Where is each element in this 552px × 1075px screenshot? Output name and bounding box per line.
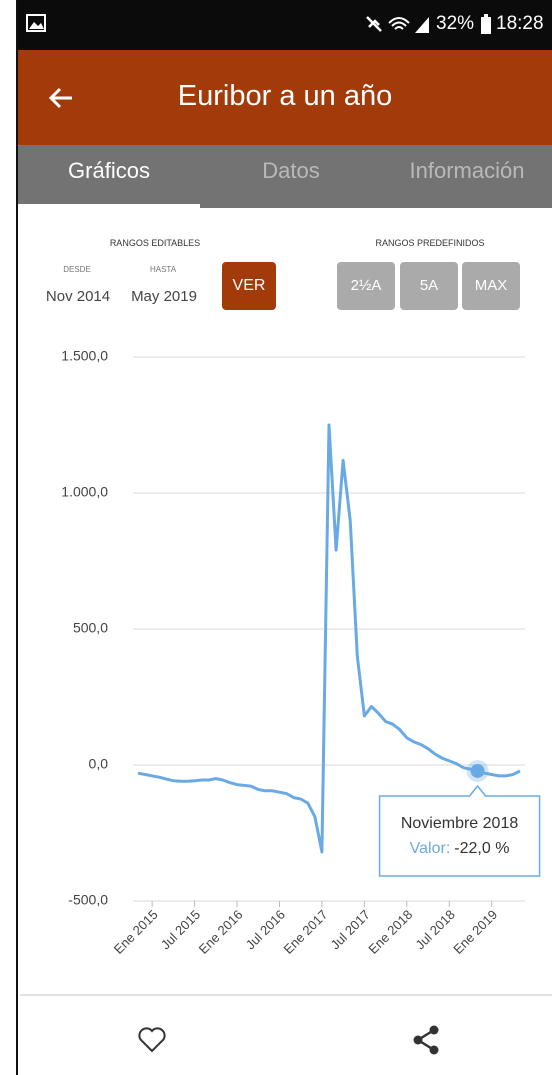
tab[interactable]: Gráficos: [68, 158, 150, 183]
y-tick-label: 1.000,0: [61, 484, 108, 500]
tooltip-value: Valor: -22,0 %: [410, 840, 510, 857]
screen-edge: [0, 0, 18, 1075]
x-tick-label: Ene 2015: [111, 907, 161, 957]
tab-bar: Gráficos Datos Información: [18, 145, 552, 208]
tooltip-value-text: -22,0 %: [454, 840, 509, 857]
favorite-button[interactable]: [137, 1026, 167, 1054]
status-bar: 32% 18:28: [18, 0, 552, 50]
battery-icon: [481, 14, 491, 34]
app-title: Euribor a un año: [177, 80, 393, 112]
tab[interactable]: Datos: [262, 158, 320, 183]
view-button[interactable]: VER: [222, 262, 276, 310]
battery-level: 32%: [436, 13, 475, 34]
y-tick-label: 500,0: [73, 620, 108, 636]
highlight-point: [470, 763, 485, 778]
x-tick-label: Ene 2018: [365, 907, 415, 957]
gallery-icon: [26, 14, 46, 32]
range-button[interactable]: 5A: [400, 262, 458, 310]
divider: [20, 994, 552, 996]
share-button[interactable]: [410, 1024, 442, 1056]
tab[interactable]: Información: [409, 158, 525, 183]
tooltip: [378, 784, 541, 877]
data-line: [137, 423, 521, 854]
tooltip-label: Valor:: [410, 840, 451, 857]
app-bar: Euribor a un año: [18, 50, 552, 145]
section-title: RANGOS EDITABLES: [109, 238, 201, 248]
range-button[interactable]: MAX: [462, 262, 520, 310]
tab-indicator: [18, 204, 200, 208]
tooltip-title: Noviembre 2018: [401, 815, 519, 832]
range-button[interactable]: 2½A: [337, 262, 395, 310]
x-tick-label: Ene 2016: [196, 907, 246, 957]
clock: 18:28: [496, 13, 544, 34]
status-icons: [366, 16, 429, 33]
x-tick-label: Ene 2017: [281, 907, 331, 957]
section-title: RANGOS PREDEFINIDOS: [375, 238, 485, 248]
y-tick-label: -500,0: [68, 892, 108, 908]
y-tick-label: 1.500,0: [61, 348, 108, 364]
y-tick-label: 0,0: [89, 756, 109, 772]
field-label: HASTA: [149, 265, 177, 274]
x-tick-label: Ene 2019: [450, 907, 500, 957]
date-field[interactable]: Nov 2014: [45, 288, 111, 305]
date-field[interactable]: May 2019: [131, 288, 197, 305]
field-label: DESDE: [63, 265, 91, 274]
back-button[interactable]: [48, 86, 74, 110]
